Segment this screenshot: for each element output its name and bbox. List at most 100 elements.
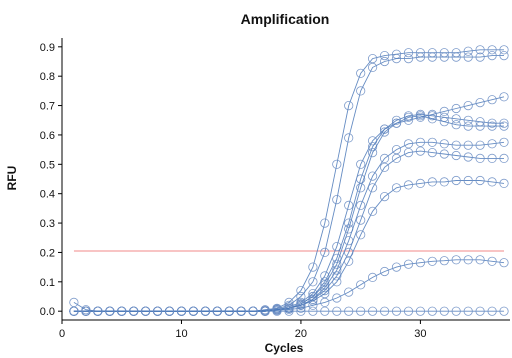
data-point [439,149,449,159]
data-point [463,101,473,111]
data-point [93,306,103,316]
data-point [487,139,497,149]
data-point [332,259,342,269]
data-point [451,306,461,316]
data-point [164,306,175,316]
data-point [391,153,402,163]
data-point [451,103,461,114]
data-point [379,127,390,137]
data-point [117,306,127,316]
data-point [356,86,366,96]
data-point [427,306,437,316]
data-point [439,52,449,62]
data-point [320,285,330,296]
data-point [332,265,342,275]
series-3 [69,92,509,316]
data-point [69,297,79,307]
data-point [332,253,342,263]
data-point [356,68,366,78]
data-point [499,137,509,147]
series-1 [69,45,509,316]
data-point [499,153,509,163]
data-point [499,92,509,102]
data-point [356,306,366,316]
data-point [475,175,485,186]
data-point [332,306,342,316]
data-point [475,98,485,108]
data-point [320,247,330,257]
data-point [475,306,485,316]
data-point [367,148,378,158]
data-point [451,255,461,265]
y-tick-label: 0.0 [40,306,55,318]
data-point [451,120,461,130]
data-point [320,288,330,299]
data-point [403,180,414,190]
x-tick-label: 20 [295,328,307,340]
data-point [487,95,497,105]
data-point [427,148,437,158]
data-point [403,306,414,316]
data-point [332,277,342,287]
data-point [379,306,390,316]
data-point [451,140,461,150]
data-point [367,62,378,73]
data-point [236,306,246,316]
data-point [379,266,390,277]
data-point [248,306,258,316]
data-point [451,52,461,62]
data-point [391,262,402,272]
y-tick-label: 0.8 [40,71,55,83]
y-axis-label: RFU [5,166,19,191]
series-line [73,113,504,312]
data-point [451,150,461,161]
data-point [487,45,497,55]
data-point [367,171,378,181]
data-point [379,50,390,61]
data-point [367,142,378,152]
data-point [141,306,151,316]
data-point [463,306,473,316]
series-layer [69,45,509,316]
data-point [129,306,139,316]
data-point [296,285,306,296]
data-point [499,118,509,128]
series-line [73,302,504,312]
data-point [439,106,449,117]
data-point [415,178,425,188]
series-8 [69,175,509,316]
data-point [81,305,91,315]
data-point [427,177,437,187]
data-point [391,115,402,125]
data-point [451,114,461,124]
data-point [487,118,497,128]
series-line [73,49,504,312]
series-line [73,180,505,312]
y-tick-label: 0.2 [40,247,55,259]
data-point [344,256,354,266]
data-point [475,121,485,131]
data-point [463,175,473,186]
data-point [356,200,366,210]
data-point [439,177,449,187]
data-point [475,255,485,265]
data-point [356,280,366,290]
data-point [499,50,509,61]
data-point [356,183,366,193]
data-point [379,192,390,202]
y-tick-label: 0.4 [40,189,55,201]
data-point [415,146,425,156]
data-point [367,206,378,216]
data-point [332,293,342,303]
series-line [73,150,504,312]
data-point [439,117,449,127]
x-axis-label: Cycles [265,341,304,355]
plot-area [61,38,510,321]
y-tick-label: 0.7 [40,101,55,113]
data-point [176,306,187,316]
series-5 [69,111,509,316]
data-point [356,174,366,184]
data-point [224,306,234,316]
data-point [379,56,390,67]
data-point [320,218,330,228]
